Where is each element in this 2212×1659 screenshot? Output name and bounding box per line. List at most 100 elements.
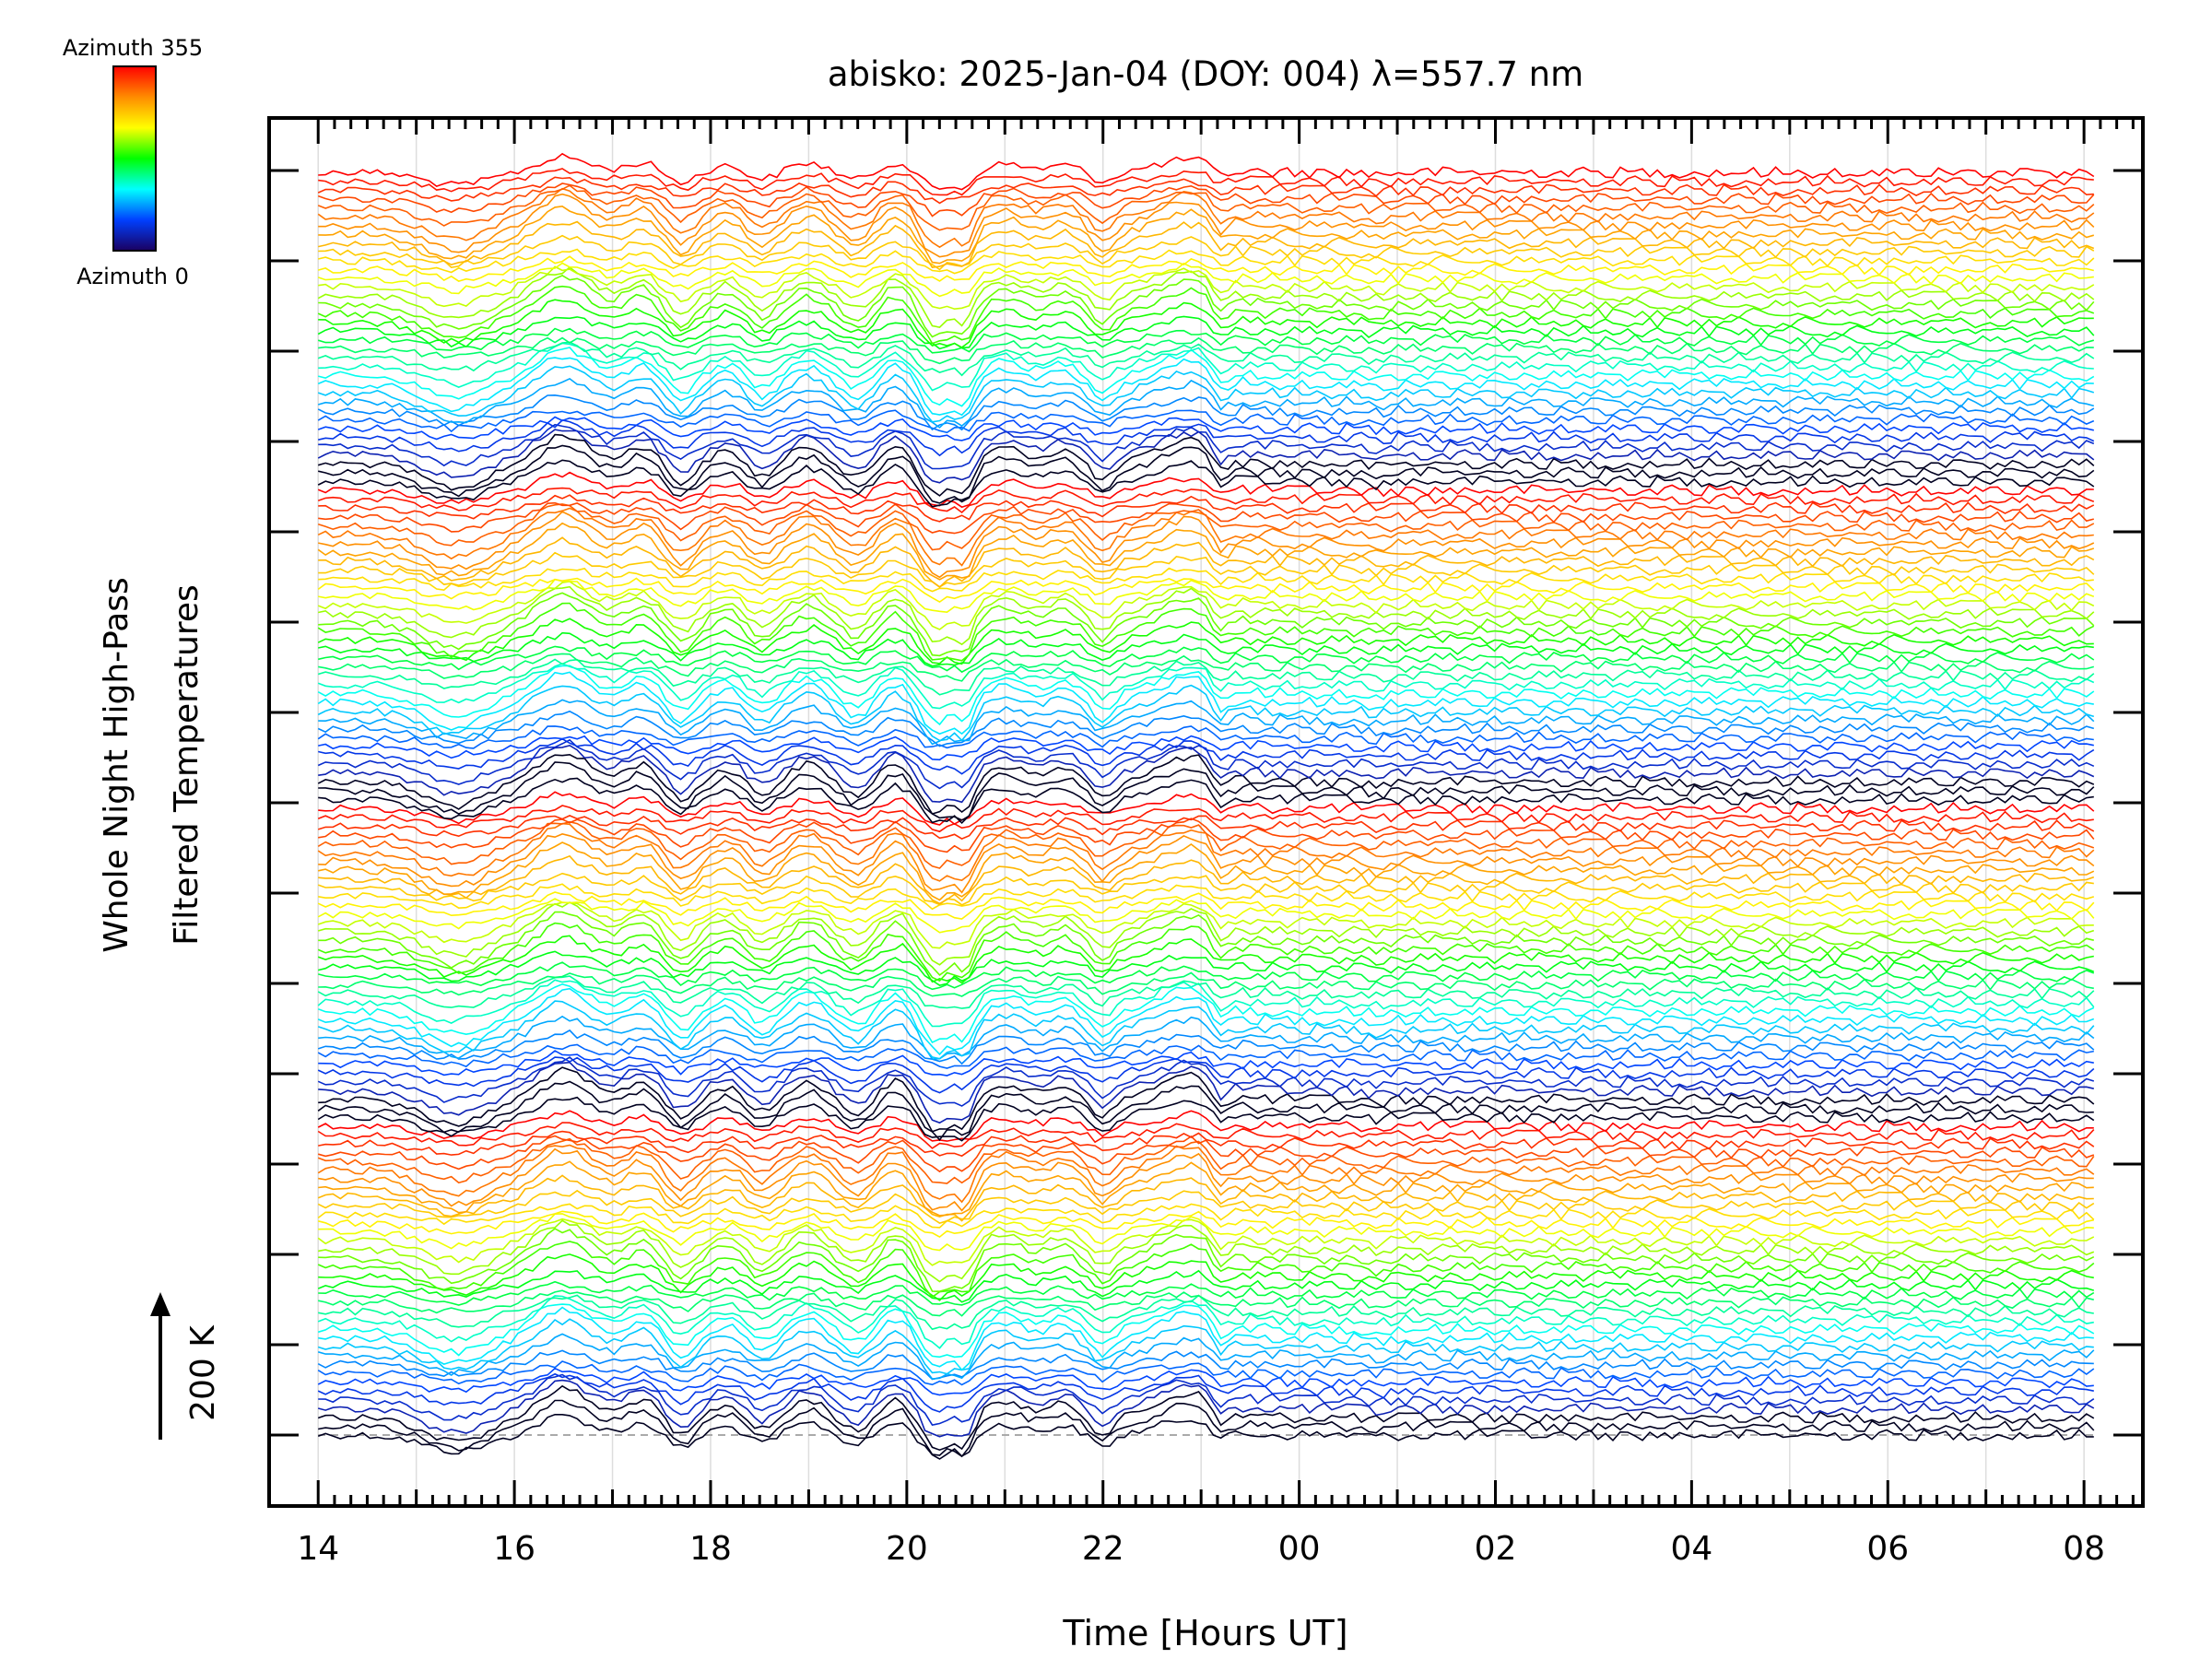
series-line xyxy=(318,299,2094,348)
series-line xyxy=(317,347,2095,407)
series-line xyxy=(317,315,2095,350)
x-tick-label: 08 xyxy=(2063,1530,2105,1568)
series-line xyxy=(317,815,2095,840)
series-line xyxy=(318,1147,2094,1212)
series-line xyxy=(317,898,2095,934)
series-line xyxy=(317,738,2095,790)
series-line xyxy=(318,1399,2095,1458)
series-line xyxy=(317,1056,2095,1094)
series-line xyxy=(317,1318,2094,1375)
x-tick-labels: 14 16 18 20 22 00 02 04 06 08 xyxy=(297,1530,2105,1568)
series-line xyxy=(318,1294,2094,1331)
series-line xyxy=(318,761,2095,821)
series-line xyxy=(317,710,2095,747)
series-line xyxy=(317,1043,2094,1069)
y-axis-label-line2: Filtered Temperatures xyxy=(168,584,206,946)
series-line xyxy=(317,1303,2095,1359)
series-line xyxy=(317,365,2095,423)
colorbar-bottom-label: Azimuth 0 xyxy=(76,264,189,289)
series-line xyxy=(318,248,2095,275)
series-line xyxy=(318,592,2095,657)
series-line xyxy=(317,872,2094,906)
series-line xyxy=(318,911,2094,976)
series-line xyxy=(318,1160,2094,1217)
series-line xyxy=(317,265,2095,328)
series-line xyxy=(318,833,2095,894)
series-line xyxy=(318,791,2095,826)
series-line xyxy=(317,935,2094,984)
series-line xyxy=(318,631,2094,667)
x-tick-label: 04 xyxy=(1670,1530,1712,1568)
series-line xyxy=(317,922,2095,982)
series-line xyxy=(318,1228,2095,1293)
series-line xyxy=(317,975,2095,1009)
series-line xyxy=(317,1137,2095,1184)
series-line xyxy=(318,1306,2094,1371)
series-line xyxy=(317,184,2095,231)
scale-arrow xyxy=(150,1292,171,1440)
series-line xyxy=(317,1414,2094,1460)
series-line xyxy=(318,1289,2094,1317)
series-line xyxy=(318,818,2095,853)
series-line xyxy=(317,1122,2095,1149)
x-tick-label: 00 xyxy=(1278,1530,1321,1568)
series-line xyxy=(318,536,2095,589)
series-line xyxy=(318,423,2095,470)
series-line xyxy=(317,341,2095,377)
series-line xyxy=(318,336,2094,365)
x-tick-label: 16 xyxy=(493,1530,535,1568)
series-line xyxy=(317,1000,2095,1060)
x-tick-label: 14 xyxy=(297,1530,339,1568)
series-line xyxy=(317,433,2095,497)
series-line xyxy=(317,577,2095,604)
series-line xyxy=(318,841,2095,901)
series-line xyxy=(317,1203,2095,1229)
series-line xyxy=(317,471,2094,509)
series-line xyxy=(318,950,2095,986)
series-line xyxy=(318,744,2095,804)
series-line xyxy=(317,1384,2095,1452)
series-line xyxy=(317,522,2095,581)
series-line xyxy=(317,176,2094,205)
series-line xyxy=(317,1135,2095,1173)
x-tick-label: 18 xyxy=(689,1530,732,1568)
series-line xyxy=(318,578,2095,614)
series-line xyxy=(318,234,2095,271)
series-line xyxy=(317,684,2095,742)
series-line xyxy=(318,444,2095,504)
x-tick-label: 22 xyxy=(1082,1530,1124,1568)
series-line xyxy=(318,1213,2094,1252)
series-line xyxy=(317,187,2095,249)
series-line xyxy=(317,1333,2095,1380)
series-line xyxy=(317,416,2094,441)
series-line xyxy=(318,1280,2095,1306)
series-line xyxy=(317,671,2094,735)
plot-frame xyxy=(267,116,2145,1508)
series-line xyxy=(317,820,2095,869)
series-line xyxy=(318,265,2095,311)
series-line xyxy=(317,394,2095,431)
series-line xyxy=(317,822,2095,882)
series-line xyxy=(317,459,2095,508)
series-line xyxy=(318,1210,2094,1239)
series-line xyxy=(318,1219,2095,1283)
series-line xyxy=(317,725,2094,749)
series-line xyxy=(317,901,2095,966)
series-line xyxy=(318,511,2095,579)
chart-title: abisko: 2025-Jan-04 (DOY: 004) λ=557.7 n… xyxy=(828,54,1583,94)
series-line xyxy=(317,987,2095,1056)
x-tick-label: 20 xyxy=(886,1530,928,1568)
series-line xyxy=(318,152,2095,191)
series-line xyxy=(318,1373,2095,1426)
series-line xyxy=(317,1174,2094,1222)
series-line xyxy=(317,602,2095,662)
series-line xyxy=(318,854,2095,905)
series-traces xyxy=(317,152,2095,1460)
series-line xyxy=(318,883,2095,911)
series-line xyxy=(318,567,2094,593)
series-line xyxy=(317,1379,2095,1438)
series-line xyxy=(317,1372,2094,1413)
series-line xyxy=(317,1029,2095,1065)
series-line xyxy=(317,409,2095,434)
